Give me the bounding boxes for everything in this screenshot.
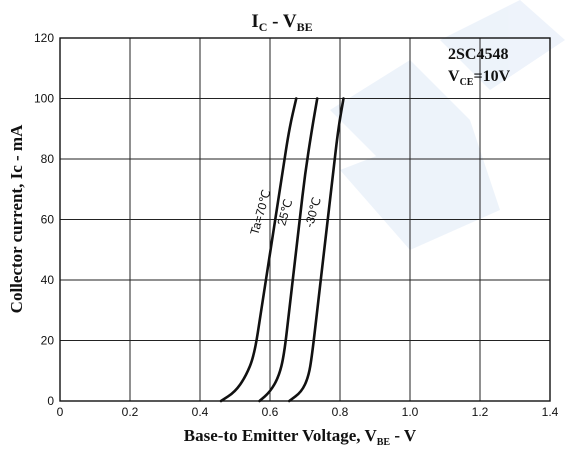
x-tick-label: 1.0 [402, 405, 419, 419]
x-axis-label: Base-to Emitter Voltage, VBE - V [184, 426, 417, 448]
y-tick-label: 80 [41, 152, 55, 166]
watermark-shape-3 [440, 0, 565, 90]
y-tick-label: 40 [41, 273, 55, 287]
x-tick-label: 1.2 [472, 405, 489, 419]
y-tick-labels: 0 20 40 60 80 100 120 [34, 31, 54, 408]
x-tick-label: 0.8 [332, 405, 349, 419]
y-tick-label: 60 [41, 213, 55, 227]
series-curve-1 [258, 97, 319, 403]
watermark-shape-2 [340, 120, 500, 250]
condition-label: VCE=10V [448, 68, 511, 88]
series-curve-2 [287, 97, 345, 403]
y-tick-label: 20 [41, 334, 55, 348]
y-tick-label: 100 [34, 92, 54, 106]
chart-title: IC - VBE [251, 11, 312, 34]
x-tick-label: 0.4 [192, 405, 209, 419]
plot-frame [59, 37, 551, 402]
y-tick-label: 120 [34, 31, 54, 45]
background-watermark [330, 0, 565, 250]
x-tick-label: 0 [57, 405, 64, 419]
y-axis-label: Collector current, Ic - mA [7, 124, 26, 313]
part-number-label: 2SC4548 [448, 46, 508, 63]
x-tick-label: 1.4 [542, 405, 559, 419]
x-tick-label: 0.6 [262, 405, 279, 419]
x-tick-labels: 0 0.2 0.4 0.6 0.8 1.0 1.2 1.4 [57, 405, 559, 419]
series-curves: Ta=70℃ 25℃ -30℃ [219, 97, 345, 403]
series-label: -30℃ [302, 196, 324, 229]
series-curve-0 [219, 97, 298, 403]
x-tick-label: 0.2 [122, 405, 139, 419]
y-tick-label: 0 [47, 394, 54, 408]
